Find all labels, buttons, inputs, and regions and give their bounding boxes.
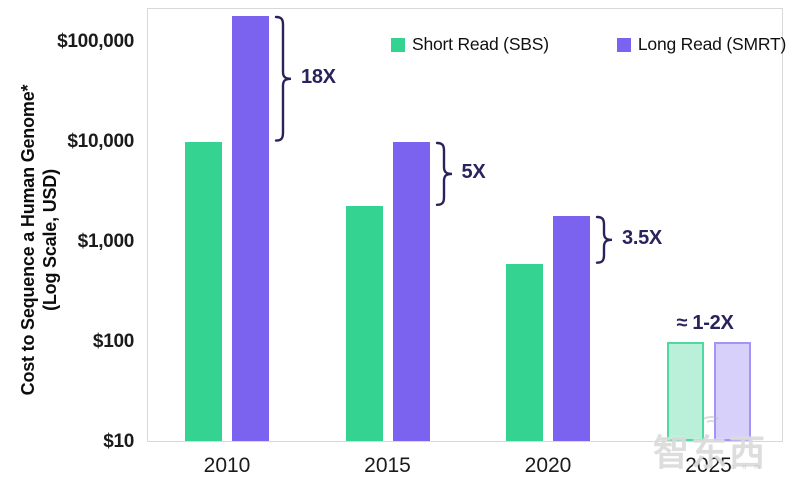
x-axis-label-2025: 2025 (685, 454, 732, 477)
legend: Short Read (SBS) Long Read (SMRT) (391, 34, 786, 55)
x-axis-label-2020: 2020 (524, 454, 572, 477)
long-read-swatch-icon (616, 37, 631, 52)
y-tick-label: $100,000 (57, 31, 134, 52)
bar-short-read-2020 (506, 264, 543, 441)
brace-icon (595, 216, 613, 265)
legend-label-long-read: Long Read (SMRT) (637, 34, 787, 54)
legend-item-short-read: Short Read (SBS) (391, 34, 549, 55)
ratio-label-2010: 18X (301, 66, 336, 89)
x-axis-label-2015: 2015 (364, 454, 411, 477)
y-tick-label: $10 (103, 431, 134, 452)
brace-icon (274, 16, 292, 143)
y-tick-label: $1,000 (77, 231, 135, 252)
brace-icon (435, 141, 452, 207)
ratio-label-2025: ≈ 1-2X (676, 312, 734, 334)
y-tick-label: $100 (92, 331, 134, 352)
bar-short-read-2010 (185, 142, 222, 441)
ratio-label-2015: 5X (461, 160, 486, 183)
bar-long-read-2025 (713, 342, 751, 441)
legend-label-short-read: Short Read (SBS) (412, 34, 549, 54)
y-tick-label: $10,000 (67, 131, 134, 152)
x-axis-label-2010: 2010 (203, 454, 251, 477)
bar-long-read-2020 (553, 216, 590, 441)
short-read-swatch-icon (391, 37, 405, 52)
bar-short-read-2025 (666, 342, 704, 441)
bar-long-read-2010 (232, 16, 269, 441)
bar-long-read-2015 (392, 142, 430, 441)
bar-short-read-2015 (345, 205, 383, 441)
ratio-label-2020: 3.5X (622, 227, 662, 250)
legend-item-long-read: Long Read (SMRT) (616, 34, 787, 55)
